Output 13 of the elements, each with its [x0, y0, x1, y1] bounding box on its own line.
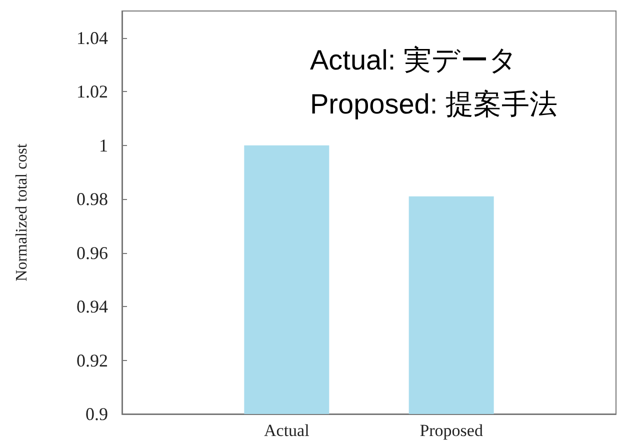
y-tick-label: 1: [99, 135, 108, 156]
y-tick-label: 1.04: [76, 28, 108, 48]
y-tick-label: 1.02: [76, 82, 108, 102]
y-axis-title: Normalized total cost: [14, 143, 30, 282]
x-tick-label: Actual: [264, 421, 310, 440]
annotation: Proposed: 提案手法: [310, 88, 558, 120]
y-tick-label: 0.92: [76, 350, 108, 370]
y-tick-label: 0.96: [76, 242, 108, 263]
x-tick-label: Proposed: [420, 421, 484, 440]
y-tick-label: 0.9: [86, 404, 108, 424]
y-tick-label: 0.98: [76, 189, 108, 210]
annotation: Actual: 実データ: [310, 44, 518, 76]
y-tick-label: 0.94: [76, 296, 108, 317]
